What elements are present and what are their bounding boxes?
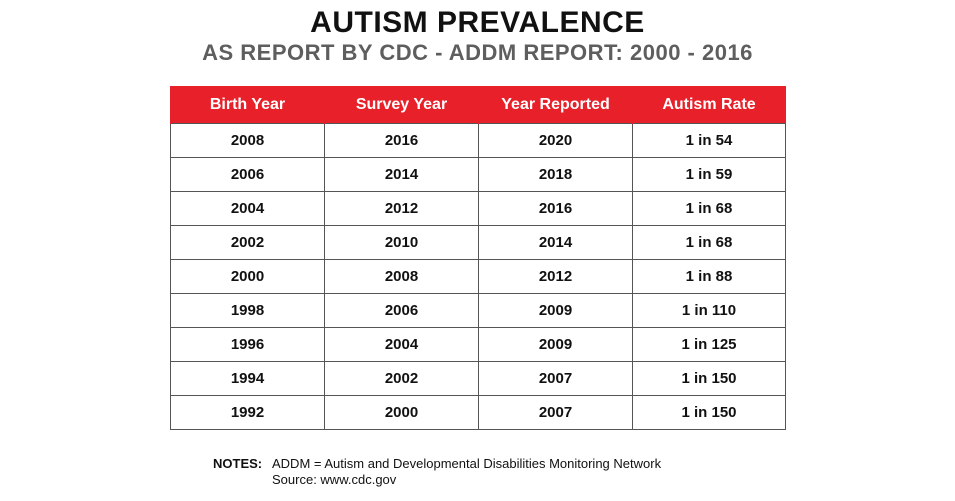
year-reported-cell: 2007 [478,395,633,430]
autism-rate-cell: 1 in 150 [632,361,786,396]
table-row: 2008 2016 2020 1 in 54 [170,123,786,158]
birth-year-cell: 2006 [170,157,325,192]
prevalence-table: Birth Year Survey Year Year Reported Aut… [170,86,786,430]
year-reported-cell: 2012 [478,259,633,294]
birth-year-cell: 1998 [170,293,325,328]
birth-year-cell: 1994 [170,361,325,396]
year-reported-cell: 2020 [478,123,633,158]
birth-year-cell: 1992 [170,395,325,430]
survey-year-cell: 2002 [324,361,479,396]
page-title: AUTISM PREVALENCE [310,6,645,39]
autism-rate-cell: 1 in 59 [632,157,786,192]
notes-label: NOTES: [213,456,263,471]
column-header-autism-rate: Autism Rate [632,86,786,124]
column-header-year-reported: Year Reported [478,86,633,124]
survey-year-cell: 2012 [324,191,479,226]
table-row: 1992 2000 2007 1 in 150 [170,395,786,430]
year-reported-cell: 2007 [478,361,633,396]
year-reported-cell: 2014 [478,225,633,260]
table-row: 2002 2010 2014 1 in 68 [170,225,786,260]
autism-rate-cell: 1 in 68 [632,225,786,260]
survey-year-cell: 2006 [324,293,479,328]
year-reported-cell: 2016 [478,191,633,226]
autism-rate-cell: 1 in 68 [632,191,786,226]
survey-year-cell: 2008 [324,259,479,294]
table-row: 1998 2006 2009 1 in 110 [170,293,786,328]
autism-rate-cell: 1 in 125 [632,327,786,362]
table-row: 1994 2002 2007 1 in 150 [170,361,786,396]
page-subtitle: AS REPORT BY CDC - ADDM REPORT: 2000 - 2… [202,40,753,65]
autism-rate-cell: 1 in 54 [632,123,786,158]
birth-year-cell: 2002 [170,225,325,260]
table-header-row: Birth Year Survey Year Year Reported Aut… [170,86,786,124]
survey-year-cell: 2000 [324,395,479,430]
survey-year-cell: 2010 [324,225,479,260]
table-row: 2004 2012 2016 1 in 68 [170,191,786,226]
birth-year-cell: 1996 [170,327,325,362]
notes-section: NOTES: ADDM = Autism and Developmental Di… [213,456,661,488]
autism-rate-cell: 1 in 110 [632,293,786,328]
table-row: 1996 2004 2009 1 in 125 [170,327,786,362]
autism-rate-cell: 1 in 88 [632,259,786,294]
notes-line-1: NOTES: ADDM = Autism and Developmental Di… [213,456,661,472]
birth-year-cell: 2000 [170,259,325,294]
notes-addm-definition: ADDM = Autism and Developmental Disabili… [272,456,662,471]
year-reported-cell: 2009 [478,327,633,362]
year-reported-cell: 2009 [478,293,633,328]
birth-year-cell: 2008 [170,123,325,158]
column-header-survey-year: Survey Year [324,86,479,124]
notes-source: Source: www.cdc.gov [272,472,397,487]
year-reported-cell: 2018 [478,157,633,192]
autism-rate-cell: 1 in 150 [632,395,786,430]
birth-year-cell: 2004 [170,191,325,226]
column-header-birth-year: Birth Year [170,86,325,124]
table-row: 2000 2008 2012 1 in 88 [170,259,786,294]
survey-year-cell: 2016 [324,123,479,158]
survey-year-cell: 2004 [324,327,479,362]
table-row: 2006 2014 2018 1 in 59 [170,157,786,192]
survey-year-cell: 2014 [324,157,479,192]
